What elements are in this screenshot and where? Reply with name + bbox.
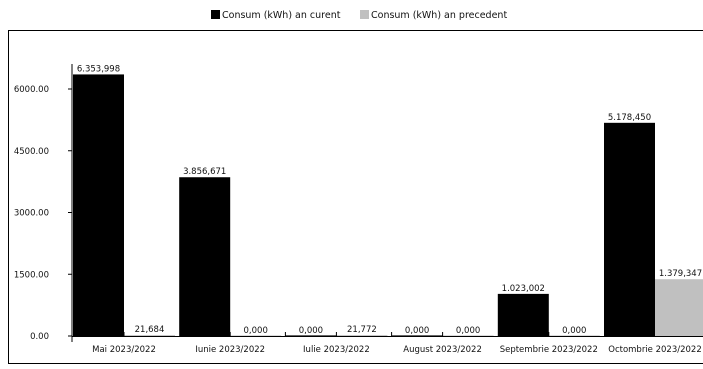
y-tick-label: 1500.00: [14, 270, 49, 280]
x-tick-label: Mai 2023/2022: [92, 345, 156, 355]
data-label: 21,772: [347, 325, 377, 335]
data-label: 1.379,347: [659, 269, 702, 279]
x-tick-label: Iunie 2023/2022: [195, 345, 265, 355]
data-label: 5.178,450: [608, 113, 651, 123]
data-label: 0,000: [244, 326, 268, 336]
x-axis-labels: Mai 2023/2022 Iunie 2023/2022 Iulie 2023/2…: [92, 345, 702, 355]
y-tick-label: 3000.00: [14, 209, 49, 219]
data-label: 3.856,671: [183, 167, 226, 177]
legend-label-current: Consum (kWh) an curent: [222, 10, 341, 21]
legend: Consum (kWh) an curent Consum (kWh) an p…: [211, 10, 507, 21]
legend-swatch-current: [211, 10, 220, 19]
y-tick-label: 6000.00: [14, 85, 49, 95]
data-label: 1.023,002: [502, 284, 545, 294]
bar-previous: [124, 335, 175, 336]
x-tick-label: Septembrie 2023/2022: [500, 345, 598, 355]
data-label: 6.353,998: [77, 64, 120, 74]
bars: [73, 74, 703, 337]
data-labels: 6.353,998 3.856,671 0,000 0,000 1.023,002 5.1…: [77, 64, 702, 336]
bar-previous: [442, 335, 494, 336]
bar-current: [179, 177, 231, 336]
bar-current: [285, 335, 337, 336]
y-axis-ticks: 0.00 1500.00 3000.00 4500.00 6000.00: [14, 85, 72, 342]
data-label: 0,000: [405, 326, 429, 336]
bar-previous: [336, 335, 388, 336]
y-tick-label: 0.00: [30, 332, 49, 342]
legend-swatch-previous: [360, 10, 369, 19]
x-tick-label: Octombrie 2023/2022: [608, 345, 702, 355]
bar-previous: [230, 335, 282, 336]
bar-current: [391, 335, 443, 336]
data-label: 0,000: [562, 326, 586, 336]
bar-current: [604, 122, 655, 337]
x-tick-label: August 2023/2022: [403, 345, 482, 355]
plot-frame: [8, 30, 703, 364]
data-label: 0,000: [299, 326, 323, 336]
legend-label-previous: Consum (kWh) an precedent: [371, 10, 507, 21]
data-label: 0,000: [456, 326, 480, 336]
bar-previous: [548, 335, 600, 336]
bar-current: [73, 74, 124, 336]
data-label: 21,684: [135, 325, 165, 335]
bar-previous: [655, 279, 703, 336]
x-tick-label: Iulie 2023/2022: [303, 345, 370, 355]
y-tick-label: 4500.00: [14, 147, 49, 157]
bar-current: [497, 293, 549, 336]
